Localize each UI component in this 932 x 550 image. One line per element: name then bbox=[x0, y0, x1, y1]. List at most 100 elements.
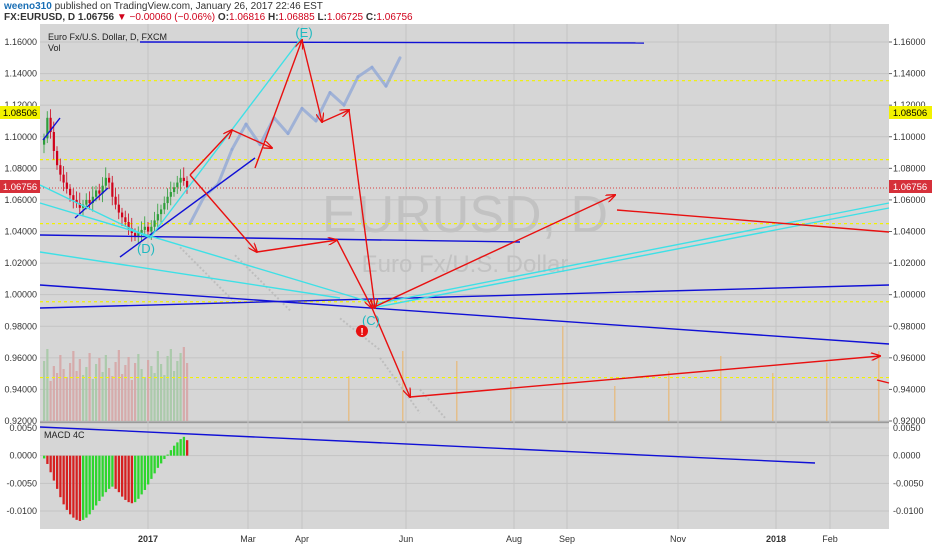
volume-label: Vol bbox=[48, 43, 61, 53]
trendline-mid[interactable] bbox=[39, 234, 521, 243]
time-tick: Mar bbox=[240, 534, 256, 544]
chart-header: weeno310 published on TradingView.com, J… bbox=[0, 0, 932, 24]
volume-bar bbox=[160, 364, 163, 421]
cyan-line-a[interactable] bbox=[39, 184, 151, 239]
arrow-2[interactable] bbox=[231, 129, 272, 148]
volume-bar bbox=[137, 354, 140, 421]
volume-bar bbox=[182, 347, 185, 421]
arrow-10[interactable] bbox=[371, 195, 615, 309]
macd-bar bbox=[59, 455, 62, 498]
candle-body bbox=[95, 190, 98, 197]
candle-body bbox=[153, 220, 156, 227]
cyan-line-b[interactable] bbox=[39, 202, 371, 303]
trendline-channel-low[interactable] bbox=[119, 157, 256, 258]
volume-bar bbox=[169, 349, 172, 421]
candle-body bbox=[62, 174, 65, 183]
warning-icon[interactable] bbox=[356, 325, 368, 337]
volume-bar bbox=[108, 368, 111, 421]
arrow-1[interactable] bbox=[189, 130, 232, 176]
arrow-4[interactable] bbox=[301, 39, 322, 122]
volume-bar bbox=[127, 357, 130, 421]
price-tick-left: 1.04000 bbox=[4, 227, 37, 237]
price-tick-right: 1.12000 bbox=[893, 100, 926, 110]
macd-trendline[interactable] bbox=[39, 426, 816, 464]
macd-bar bbox=[117, 455, 121, 493]
macd-bar bbox=[56, 455, 59, 489]
arrow-3[interactable] bbox=[254, 40, 302, 169]
volume-bar bbox=[88, 353, 91, 421]
author-name[interactable]: weeno310 bbox=[4, 1, 52, 12]
time-tick: 2018 bbox=[766, 534, 786, 544]
projection-segment bbox=[272, 116, 290, 136]
trendline-top[interactable] bbox=[139, 41, 645, 44]
arrow-5[interactable] bbox=[321, 110, 349, 123]
macd-bar bbox=[95, 455, 98, 506]
badge-left-red-text: 1.06756 bbox=[3, 182, 37, 193]
header-row-quote: FX:EURUSD, D 1.06756 ▼ −0.00060 (−0.06%)… bbox=[4, 12, 413, 23]
trendline-rising[interactable] bbox=[39, 284, 890, 309]
chart-canvas[interactable]: 1.16000 1.14000 1.12000 1.10000 1.08000 1.060… bbox=[0, 24, 932, 550]
time-tick: Nov bbox=[670, 534, 687, 544]
candle-body bbox=[114, 196, 117, 205]
arrow-8[interactable] bbox=[256, 240, 337, 253]
macd-tick-right: 0.0050 bbox=[893, 423, 921, 433]
time-axis-area bbox=[0, 529, 932, 550]
volume-bar-future bbox=[720, 356, 722, 421]
price-tick-right: 1.02000 bbox=[893, 258, 926, 268]
wave-label-c[interactable]: (C) bbox=[362, 313, 380, 328]
wave-label-e[interactable]: (E) bbox=[295, 25, 312, 40]
candle-body bbox=[186, 180, 189, 188]
macd-pane-title: MACD 4C bbox=[44, 430, 85, 440]
price-tick-right: 1.10000 bbox=[893, 132, 926, 142]
cyan-line-c[interactable] bbox=[39, 251, 341, 299]
macd-bar bbox=[176, 442, 179, 456]
volume-bars bbox=[43, 326, 880, 421]
macd-bar bbox=[49, 455, 52, 473]
ghost-segment bbox=[379, 357, 421, 414]
arrow-13[interactable] bbox=[616, 209, 890, 233]
arrow-7[interactable] bbox=[189, 174, 257, 252]
warning-icon-glyph: ! bbox=[360, 327, 363, 338]
price-badges: 1.08506 1.06756 1.08506 1.06756 bbox=[0, 106, 932, 193]
arrow-12[interactable] bbox=[409, 356, 880, 398]
macd-pane-background[interactable] bbox=[40, 424, 889, 529]
left-price-axis: 1.16000 1.14000 1.12000 1.10000 1.08000 1.060… bbox=[4, 37, 37, 426]
candle-body bbox=[46, 117, 49, 139]
projection-segment bbox=[188, 195, 206, 226]
arrow-9[interactable] bbox=[336, 239, 372, 308]
trendline-short-b[interactable] bbox=[42, 117, 61, 141]
volume-bar-future bbox=[614, 386, 616, 421]
candle-body bbox=[49, 117, 52, 133]
arrow-14[interactable] bbox=[876, 379, 890, 384]
volume-bar bbox=[147, 360, 150, 421]
wave-label-d[interactable]: (D) bbox=[137, 241, 155, 256]
macd-tick-right: -0.0100 bbox=[893, 506, 924, 516]
open-label: O: bbox=[217, 12, 230, 23]
trendline-falling[interactable] bbox=[39, 284, 890, 345]
volume-bar bbox=[114, 362, 117, 421]
volume-bar bbox=[82, 375, 85, 421]
published-info: published on TradingView.com, January 26… bbox=[54, 1, 323, 12]
macd-bar bbox=[88, 455, 91, 515]
candle-body bbox=[121, 212, 124, 218]
trendline-short-a[interactable] bbox=[74, 187, 109, 219]
candle-body bbox=[108, 177, 111, 183]
volume-bar bbox=[117, 350, 120, 421]
high-value: 1.06885 bbox=[278, 12, 315, 23]
cyan-line-long-a[interactable] bbox=[369, 202, 890, 306]
ghost-segment bbox=[179, 246, 236, 304]
badge-right-yellow bbox=[889, 106, 932, 119]
arrow-6[interactable] bbox=[348, 109, 375, 308]
candle-body bbox=[56, 150, 59, 166]
macd-bar bbox=[108, 455, 111, 489]
volume-bar bbox=[173, 371, 176, 421]
candle-body bbox=[147, 226, 150, 232]
volume-bar bbox=[72, 351, 75, 421]
price-tick-right: 0.94000 bbox=[893, 384, 926, 394]
volume-bar bbox=[52, 366, 55, 421]
macd-bar bbox=[98, 455, 101, 502]
candle-body bbox=[163, 203, 166, 210]
arrow-11[interactable] bbox=[371, 307, 410, 397]
volume-bar bbox=[163, 375, 166, 421]
volume-bar bbox=[140, 369, 143, 421]
